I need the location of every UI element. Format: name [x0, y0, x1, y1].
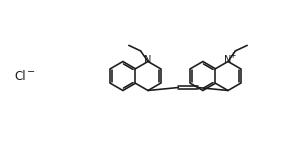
Text: +: + [229, 52, 236, 61]
Text: N: N [224, 55, 231, 65]
Text: Cl: Cl [14, 70, 26, 82]
Text: −: − [26, 67, 35, 78]
Text: N: N [144, 55, 151, 65]
